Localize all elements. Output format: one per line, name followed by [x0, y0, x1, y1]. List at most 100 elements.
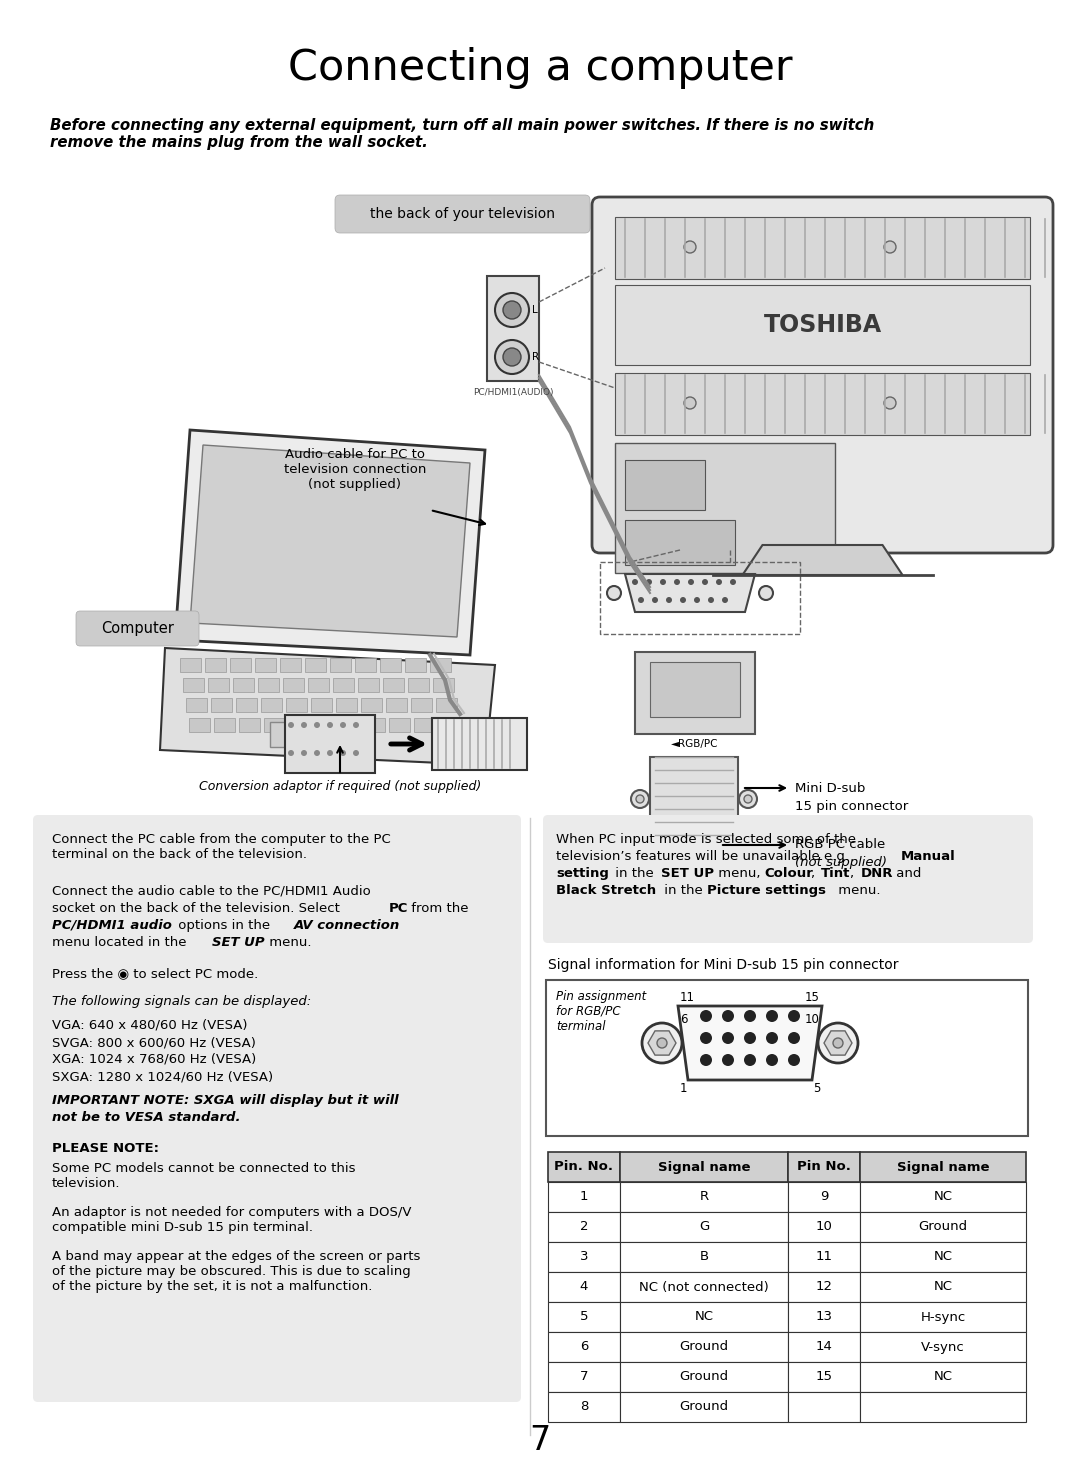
Circle shape: [646, 579, 652, 585]
Bar: [311, 698, 332, 711]
Text: 3: 3: [580, 1251, 589, 1264]
Text: (not supplied): (not supplied): [795, 856, 887, 869]
Bar: [625, 520, 735, 566]
Bar: [383, 678, 404, 692]
Circle shape: [788, 1010, 800, 1022]
Text: R: R: [532, 352, 539, 362]
Text: menu,: menu,: [714, 868, 765, 879]
Text: PC/HDMI1(AUDIO): PC/HDMI1(AUDIO): [473, 387, 553, 398]
Text: Colour: Colour: [764, 868, 813, 879]
Text: 13: 13: [815, 1311, 833, 1324]
Circle shape: [631, 790, 649, 809]
Circle shape: [680, 597, 686, 602]
Circle shape: [885, 398, 896, 409]
Text: the back of your television: the back of your television: [370, 208, 555, 221]
Bar: [264, 717, 285, 732]
Bar: [258, 678, 279, 692]
Text: Audio cable for PC to
television connection
(not supplied): Audio cable for PC to television connect…: [284, 448, 427, 491]
Bar: [635, 653, 755, 734]
Bar: [364, 717, 384, 732]
Text: Manual: Manual: [901, 850, 956, 863]
Bar: [214, 717, 235, 732]
Text: XGA: 1024 x 768/60 Hz (VESA): XGA: 1024 x 768/60 Hz (VESA): [52, 1053, 256, 1066]
Text: Picture settings: Picture settings: [707, 884, 826, 897]
Text: TOSHIBA: TOSHIBA: [764, 312, 881, 337]
Circle shape: [723, 1010, 734, 1022]
Text: SXGA: 1280 x 1024/60 Hz (VESA): SXGA: 1280 x 1024/60 Hz (VESA): [52, 1069, 273, 1083]
Bar: [600, 563, 800, 633]
Circle shape: [744, 795, 752, 803]
Text: Tint: Tint: [821, 868, 850, 879]
Circle shape: [327, 750, 333, 756]
Text: PLEASE NOTE:: PLEASE NOTE:: [52, 1142, 159, 1155]
Bar: [289, 717, 310, 732]
Text: menu located in the: menu located in the: [52, 935, 191, 949]
Bar: [357, 678, 379, 692]
Circle shape: [684, 242, 696, 253]
Text: NC (not connected): NC (not connected): [639, 1280, 769, 1293]
Bar: [548, 1273, 620, 1302]
Bar: [650, 661, 740, 717]
Text: ◄RGB/PC: ◄RGB/PC: [672, 739, 719, 748]
Bar: [548, 1302, 620, 1332]
Bar: [283, 678, 303, 692]
Text: 5: 5: [812, 1083, 820, 1094]
Bar: [386, 698, 407, 711]
Text: and: and: [892, 868, 921, 879]
Circle shape: [288, 750, 294, 756]
Text: Before connecting any external equipment, turn off all main power switches. If t: Before connecting any external equipment…: [50, 118, 874, 150]
Bar: [548, 1242, 620, 1273]
Circle shape: [833, 1038, 843, 1047]
Bar: [255, 658, 276, 672]
Bar: [615, 443, 835, 573]
Text: Computer: Computer: [102, 620, 175, 635]
Bar: [339, 717, 360, 732]
Bar: [355, 658, 376, 672]
Text: V-sync: V-sync: [921, 1340, 964, 1354]
Text: 7: 7: [580, 1370, 589, 1383]
Bar: [230, 658, 251, 672]
Circle shape: [632, 579, 638, 585]
Bar: [180, 658, 201, 672]
Text: R: R: [700, 1190, 708, 1203]
FancyBboxPatch shape: [543, 815, 1032, 943]
Text: SET UP: SET UP: [661, 868, 714, 879]
Circle shape: [503, 348, 521, 365]
Text: NC: NC: [933, 1280, 953, 1293]
Bar: [389, 717, 410, 732]
Text: DNR: DNR: [861, 868, 893, 879]
Bar: [860, 1363, 1026, 1392]
Bar: [548, 1152, 620, 1181]
Text: Pin No.: Pin No.: [797, 1161, 851, 1174]
Bar: [408, 678, 429, 692]
Text: 1: 1: [580, 1190, 589, 1203]
Text: 6: 6: [680, 1013, 688, 1027]
Text: television’s features will be unavailable e.g.: television’s features will be unavailabl…: [556, 850, 853, 863]
Text: NC: NC: [694, 1311, 714, 1324]
Bar: [620, 1273, 788, 1302]
Circle shape: [666, 597, 672, 602]
Bar: [548, 1363, 620, 1392]
Bar: [487, 275, 539, 382]
Bar: [860, 1212, 1026, 1242]
Bar: [788, 1273, 860, 1302]
Text: ,: ,: [850, 868, 859, 879]
Circle shape: [674, 579, 680, 585]
Bar: [411, 698, 432, 711]
Text: in the: in the: [611, 868, 658, 879]
Bar: [620, 1242, 788, 1273]
FancyBboxPatch shape: [335, 194, 590, 233]
Text: IMPORTANT NOTE: SXGA will display but it will: IMPORTANT NOTE: SXGA will display but it…: [52, 1094, 399, 1108]
Text: An adaptor is not needed for computers with a DOS/V
compatible mini D-sub 15 pin: An adaptor is not needed for computers w…: [52, 1206, 411, 1234]
Text: 1: 1: [680, 1083, 688, 1094]
Circle shape: [744, 1055, 756, 1066]
Text: RGB PC cable: RGB PC cable: [795, 838, 886, 851]
Circle shape: [716, 579, 723, 585]
Bar: [860, 1242, 1026, 1273]
Circle shape: [730, 579, 735, 585]
Circle shape: [327, 722, 333, 728]
Text: 4: 4: [580, 1280, 589, 1293]
Bar: [788, 1302, 860, 1332]
Text: Pin assignment
for RGB/PC
terminal: Pin assignment for RGB/PC terminal: [556, 990, 646, 1033]
Polygon shape: [650, 757, 738, 843]
